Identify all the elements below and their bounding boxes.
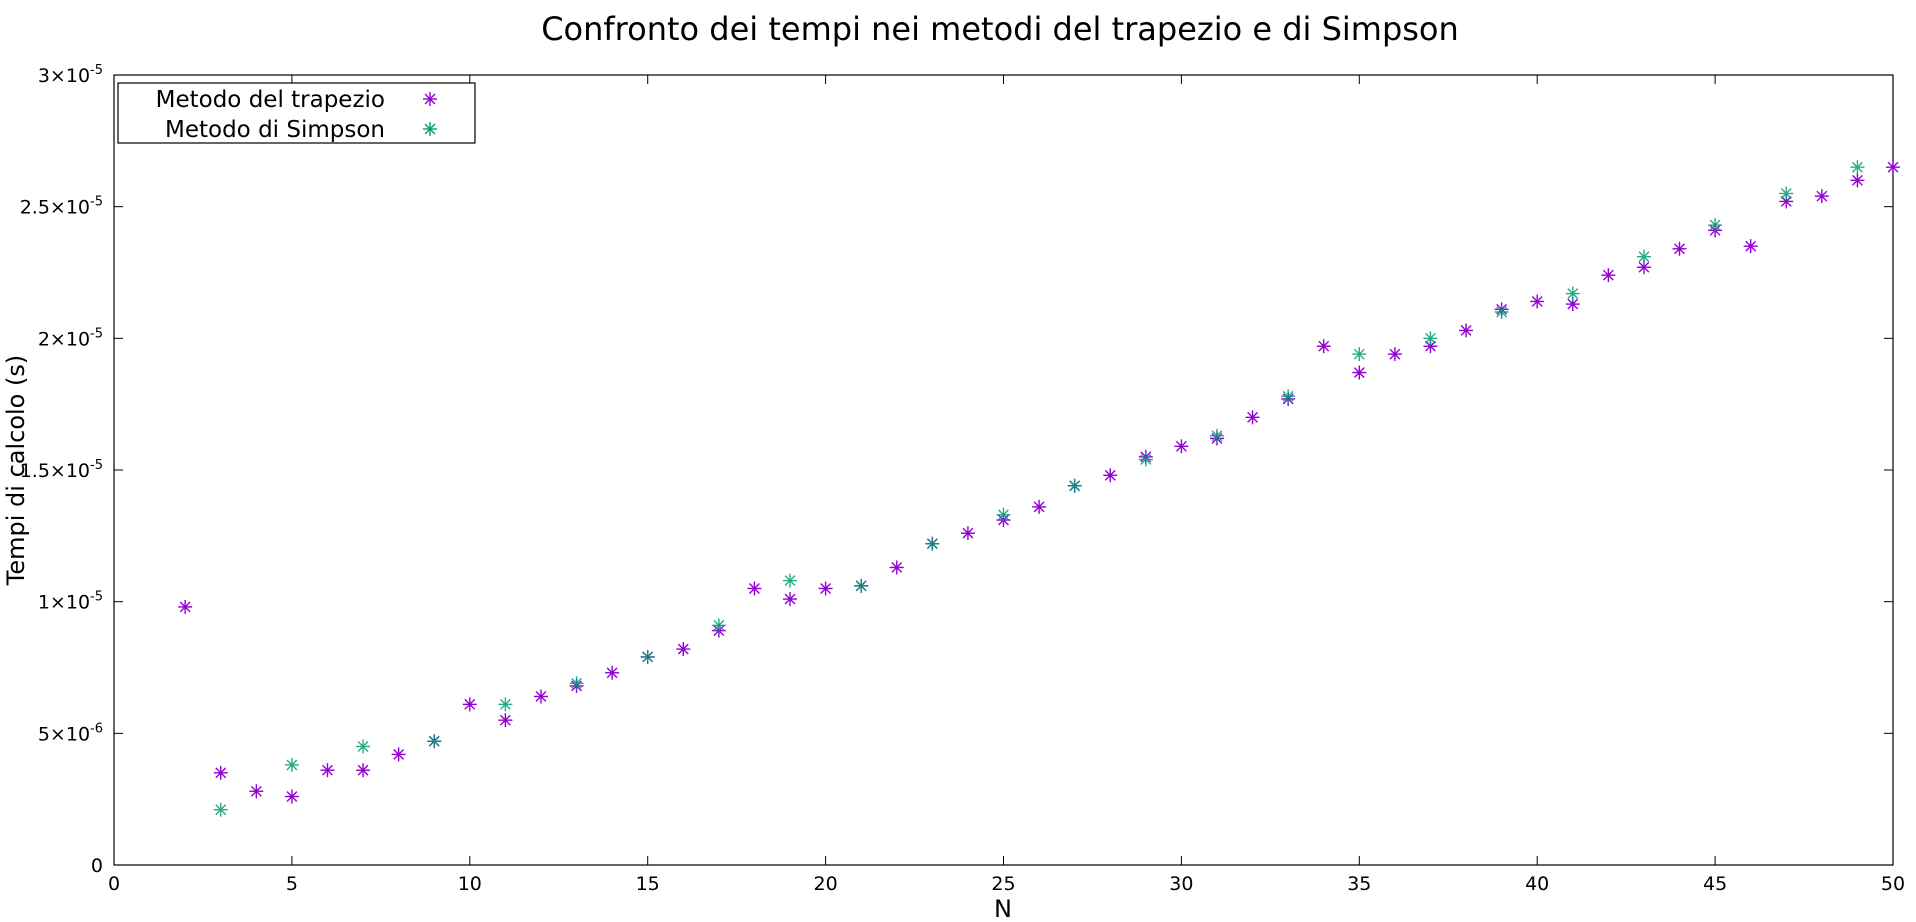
data-point-trapezio	[1814, 189, 1829, 204]
data-point-simpson	[498, 697, 513, 712]
data-point-trapezio	[960, 526, 975, 541]
chart-title: Confronto dei tempi nei metodi del trape…	[541, 10, 1459, 48]
data-point-simpson	[1494, 305, 1509, 319]
data-point-trapezio	[1387, 347, 1402, 362]
y-tick-label: 2.5×10-5	[20, 195, 103, 219]
axis-ticks	[113, 74, 1894, 866]
data-point-trapezio	[213, 765, 228, 780]
data-point-simpson	[1281, 389, 1296, 404]
data-point-trapezio	[1459, 323, 1474, 338]
data-point-trapezio	[1743, 239, 1758, 254]
y-tick-label: 0	[91, 855, 103, 877]
data-point-trapezio	[178, 599, 193, 614]
y-tick-label: 1×10-5	[38, 590, 103, 614]
y-tick-label: 1.5×10-5	[20, 458, 103, 482]
data-point-trapezio	[676, 642, 691, 657]
legend-marker-trapezio	[423, 92, 437, 106]
data-point-simpson	[356, 739, 371, 754]
data-point-simpson	[711, 618, 726, 633]
x-tick-label: 10	[458, 873, 482, 895]
y-tick-label: 3×10-5	[38, 63, 103, 87]
data-point-trapezio	[818, 581, 833, 596]
x-tick-label: 25	[991, 873, 1015, 895]
data-point-simpson	[1850, 160, 1865, 175]
data-point-trapezio	[356, 763, 371, 778]
x-axis-label: N	[994, 895, 1012, 922]
legend-box	[117, 82, 476, 144]
x-tick-label: 40	[1525, 873, 1549, 895]
data-point-simpson	[284, 757, 299, 772]
data-point-simpson	[1209, 428, 1224, 443]
legend-marker-simpson	[423, 122, 437, 136]
data-point-trapezio	[391, 747, 406, 762]
data-point-simpson	[569, 676, 584, 691]
x-tick-label: 30	[1169, 873, 1193, 895]
data-point-trapezio	[1565, 297, 1580, 312]
legend: Metodo del trapezio Metodo di Simpson	[117, 82, 476, 144]
data-point-trapezio	[1352, 365, 1367, 380]
data-point-trapezio	[1886, 160, 1900, 175]
data-point-simpson	[783, 573, 798, 588]
legend-asterisk-simpson	[423, 122, 437, 136]
data-point-trapezio	[462, 697, 477, 712]
data-point-trapezio	[1530, 294, 1545, 309]
data-point-simpson	[1708, 218, 1723, 233]
data-point-simpson	[1636, 249, 1651, 264]
x-axis-tick-labels: 0 5 10 15 20 25 30 35 40 45 50	[108, 873, 1905, 895]
data-point-simpson	[1565, 286, 1580, 301]
data-point-simpson	[854, 578, 869, 593]
data-point-simpson	[996, 507, 1011, 522]
data-point-trapezio	[1174, 439, 1189, 454]
legend-label-trapezio: Metodo del trapezio	[156, 87, 385, 113]
x-tick-label: 45	[1703, 873, 1727, 895]
data-point-simpson	[1138, 452, 1153, 467]
data-point-trapezio	[1103, 468, 1118, 483]
data-point-simpson	[427, 734, 442, 749]
data-point-simpson	[1352, 347, 1367, 362]
data-point-trapezio	[533, 689, 548, 704]
x-tick-label: 20	[814, 873, 838, 895]
data-point-trapezio	[249, 784, 264, 799]
x-tick-label: 35	[1347, 873, 1371, 895]
data-point-trapezio	[783, 592, 798, 607]
data-points	[178, 160, 1900, 817]
x-tick-label: 0	[108, 873, 120, 895]
legend-label-simpson: Metodo di Simpson	[165, 117, 385, 143]
data-point-trapezio	[747, 581, 762, 596]
data-point-trapezio	[1245, 410, 1260, 425]
data-point-trapezio	[605, 665, 620, 680]
data-point-trapezio	[1672, 241, 1687, 256]
data-point-simpson	[213, 802, 228, 817]
x-tick-label: 15	[636, 873, 660, 895]
data-point-trapezio	[498, 713, 513, 728]
series-simpson	[213, 160, 1865, 817]
data-point-trapezio	[1316, 339, 1331, 354]
x-tick-label: 50	[1881, 873, 1905, 895]
data-point-trapezio	[1601, 268, 1616, 283]
data-point-trapezio	[1850, 173, 1865, 188]
data-point-trapezio	[320, 763, 335, 778]
data-point-simpson	[640, 649, 655, 664]
data-point-simpson	[925, 536, 940, 551]
y-tick-label: 5×10-6	[38, 721, 103, 745]
data-point-trapezio	[1032, 499, 1047, 514]
data-point-trapezio	[284, 789, 299, 804]
y-tick-label: 2×10-5	[38, 326, 103, 350]
legend-asterisk-trapezio	[423, 92, 437, 106]
y-axis-tick-labels: 0 5×10-6 1×10-5 1.5×10-5 2×10-5 2.5×10-5 3×10-…	[20, 63, 103, 877]
data-point-trapezio	[889, 560, 904, 575]
data-point-simpson	[1779, 186, 1794, 201]
plot-frame	[113, 74, 1894, 866]
data-point-simpson	[1067, 478, 1082, 493]
x-tick-label: 5	[286, 873, 298, 895]
y-axis-label: Tempi di calcolo (s)	[2, 355, 30, 586]
data-point-simpson	[1423, 331, 1438, 346]
